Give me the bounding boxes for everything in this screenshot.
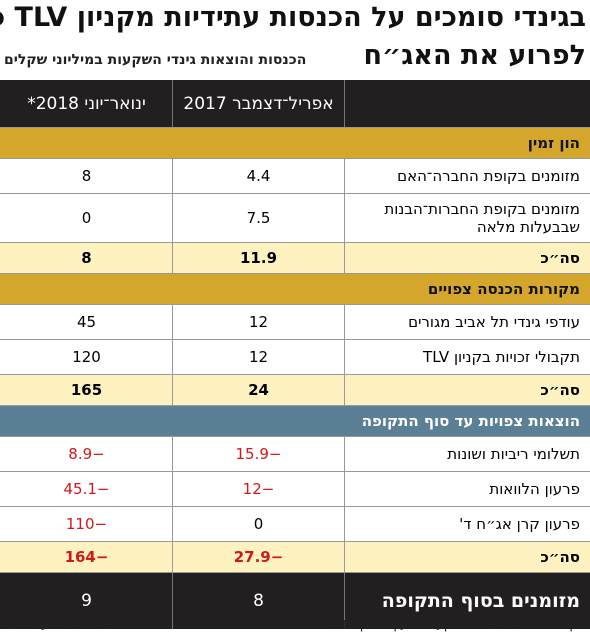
row-label: עודפי גינדי תל אביב מגורים: [408, 313, 580, 331]
row-label: סה״כ: [540, 381, 580, 399]
cell: 165: [1, 375, 173, 405]
table: אפריל־דצמבר 2017 ינואר־יוני 2018* הון זמין…: [0, 80, 590, 629]
column-header: אפריל־דצמבר 2017: [173, 80, 345, 127]
row-label: פרעון קרן אג״ח ד': [459, 515, 580, 533]
cell: 0: [173, 507, 345, 541]
cell: 11.9: [173, 243, 345, 273]
row-label: מזומנים בסוף התקופה: [381, 590, 580, 612]
cell: 45: [1, 305, 173, 339]
cell: −27.9: [173, 542, 345, 572]
total-row: סה״כ 11.9 8: [0, 243, 590, 274]
cell: 7.5: [173, 194, 345, 242]
data-row: תשלומי ריביות ושונות −15.9 −8.9: [0, 437, 590, 472]
cell: −45.1: [1, 472, 173, 506]
cell: 8: [1, 243, 173, 273]
cell: 0: [1, 194, 173, 242]
total-row: סה״כ −27.9 −164: [0, 542, 590, 573]
cell: −15.9: [173, 437, 345, 471]
data-row: תקבולי זכויות בקניון TLV 12 120: [0, 340, 590, 375]
data-row: עודפי גינדי תל אביב מגורים 12 45: [0, 305, 590, 340]
data-row: מזומנים בקופת החברה־האם 4.4 8: [0, 159, 590, 194]
header-row: אפריל־דצמבר 2017 ינואר־יוני 2018*: [0, 80, 590, 128]
section-header: מקורות הכנסה צפויים: [0, 274, 590, 305]
row-label: מזומנים בקופת החברה־האם: [397, 167, 580, 185]
cell: 8: [173, 573, 345, 629]
cell: 9: [1, 573, 173, 629]
source: מקור: דו״ח כספי גינדי השקעות רבעון ראשון…: [325, 618, 587, 632]
data-row: מזומנים בקופת החברות־הבנות שבבעלות מלאה 7…: [0, 194, 590, 243]
row-label: תשלומי ריביות ושונות: [447, 445, 580, 463]
column-header: ינואר־יוני 2018*: [1, 80, 173, 127]
cell: 24: [173, 375, 345, 405]
section-header: הון זמין: [0, 128, 590, 159]
cell: 8: [1, 159, 173, 193]
subtitle: הכנסות והוצאות גינדי השקעות במיליוני שקל…: [4, 52, 307, 68]
cell: 120: [1, 340, 173, 374]
final-row: מזומנים בסוף התקופה 8 9: [0, 573, 590, 629]
cell: 12: [173, 340, 345, 374]
cell: −164: [1, 542, 173, 572]
row-label: סה״כ: [540, 249, 580, 267]
row-label: פרעון הלוואות: [489, 480, 580, 498]
cell: 4.4: [173, 159, 345, 193]
cell: −12: [173, 472, 345, 506]
title: לפרוע את האג״ח: [363, 40, 587, 71]
row-label: תקבולי זכויות בקניון TLV: [423, 348, 580, 366]
row-label: מזומנים בקופת החברות־הבנות שבבעלות מלאה: [384, 200, 580, 236]
cell: 12: [173, 305, 345, 339]
data-row: פרעון הלוואות −12 −45.1: [0, 472, 590, 507]
section-header: הוצאות צפויות עד סוף התקופה: [0, 406, 590, 437]
title: בגינדי סומכים על הכנסות עתידיות מקניון T…: [0, 2, 586, 33]
total-row: סה״כ 24 165: [0, 375, 590, 406]
footnote: *צפי לפי ביצועי 2017: [4, 618, 117, 632]
cell: −8.9: [1, 437, 173, 471]
data-row: פרעון קרן אג״ח ד' 0 −110: [0, 507, 590, 542]
cell: −110: [1, 507, 173, 541]
row-label: סה״כ: [540, 548, 580, 566]
